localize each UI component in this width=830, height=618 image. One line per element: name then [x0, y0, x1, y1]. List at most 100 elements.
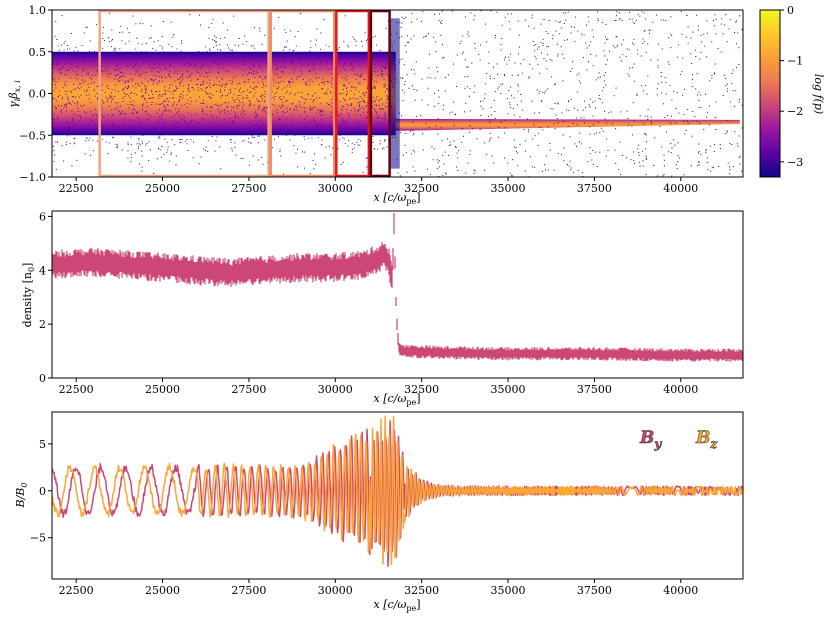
particle-dot	[386, 99, 388, 101]
particle-dot	[239, 102, 241, 104]
particle-dot	[330, 154, 332, 156]
particle-dot	[212, 116, 214, 118]
particle-dot	[89, 137, 91, 139]
particle-dot	[415, 116, 417, 118]
particle-dot	[249, 67, 251, 69]
particle-dot	[661, 81, 663, 83]
x-tick-label: 40000	[663, 584, 698, 597]
particle-dot	[248, 72, 250, 74]
y-tick-label: 1.0	[29, 4, 47, 17]
particle-dot	[435, 51, 437, 53]
particle-dot	[359, 76, 361, 78]
particle-dot	[306, 98, 308, 100]
particle-dot	[89, 40, 91, 42]
particle-dot	[461, 128, 463, 130]
particle-dot	[401, 58, 403, 60]
particle-dot	[278, 82, 280, 84]
particle-dot	[214, 83, 216, 85]
particle-dot	[310, 98, 312, 100]
particle-dot	[732, 69, 734, 71]
particle-dot	[356, 128, 358, 130]
particle-dot	[141, 57, 143, 59]
particle-dot	[545, 60, 547, 62]
particle-dot	[256, 127, 258, 129]
particle-dot	[287, 99, 289, 101]
particle-dot	[558, 33, 560, 35]
particle-dot	[304, 112, 306, 114]
particle-dot	[656, 88, 658, 90]
particle-dot	[107, 101, 109, 103]
particle-dot	[240, 113, 242, 115]
particle-dot	[372, 101, 374, 103]
particle-dot	[461, 53, 463, 55]
particle-dot	[57, 118, 59, 120]
particle-dot	[72, 101, 74, 103]
particle-dot	[569, 160, 571, 162]
particle-dot	[323, 81, 325, 83]
particle-dot	[234, 116, 236, 118]
particle-dot	[55, 61, 57, 63]
particle-dot	[340, 113, 342, 115]
particle-dot	[686, 120, 688, 122]
particle-dot	[207, 120, 209, 122]
particle-dot	[142, 103, 144, 105]
particle-dot	[182, 97, 184, 99]
particle-dot	[181, 118, 183, 120]
particle-dot	[92, 74, 94, 76]
particle-dot	[383, 147, 385, 149]
particle-dot	[285, 112, 287, 114]
particle-dot	[229, 80, 231, 82]
particle-dot	[362, 171, 364, 173]
particle-dot	[576, 124, 578, 126]
particle-dot	[647, 109, 649, 111]
particle-dot	[155, 49, 157, 51]
particle-dot	[109, 95, 111, 97]
particle-dot	[52, 98, 54, 100]
particle-dot	[247, 137, 249, 139]
particle-dot	[405, 133, 407, 135]
particle-dot	[213, 130, 215, 132]
particle-dot	[94, 123, 96, 125]
particle-dot	[173, 90, 175, 92]
particle-dot	[124, 113, 126, 115]
particle-dot	[337, 114, 339, 116]
particle-dot	[500, 49, 502, 51]
particle-dot	[209, 97, 211, 99]
particle-dot	[674, 144, 676, 146]
particle-dot	[219, 111, 221, 113]
particle-dot	[482, 100, 484, 102]
particle-dot	[114, 89, 116, 91]
particle-dot	[134, 152, 136, 154]
particle-dot	[643, 41, 645, 43]
particle-dot	[520, 93, 522, 95]
particle-dot	[202, 59, 204, 61]
particle-dot	[592, 164, 594, 166]
particle-dot	[539, 91, 541, 93]
particle-dot	[540, 42, 542, 44]
particle-dot	[403, 92, 405, 94]
particle-dot	[259, 76, 261, 78]
particle-dot	[260, 95, 262, 97]
particle-dot	[473, 172, 475, 174]
particle-dot	[70, 32, 72, 34]
particle-dot	[65, 104, 67, 106]
particle-dot	[643, 30, 645, 32]
particle-dot	[52, 76, 54, 78]
particle-dot	[359, 53, 361, 55]
particle-dot	[138, 126, 140, 128]
particle-dot	[171, 139, 173, 141]
particle-dot	[165, 108, 167, 110]
particle-dot	[440, 22, 442, 24]
particle-dot	[352, 67, 354, 69]
particle-dot	[457, 169, 459, 171]
particle-dot	[160, 149, 162, 151]
particle-dot	[142, 104, 144, 106]
particle-dot	[264, 76, 266, 78]
particle-dot	[150, 97, 152, 99]
particle-dot	[147, 113, 149, 115]
particle-dot	[209, 49, 211, 51]
particle-dot	[308, 71, 310, 73]
particle-dot	[109, 63, 111, 65]
particle-dot	[385, 67, 387, 69]
particle-dot	[592, 65, 594, 67]
